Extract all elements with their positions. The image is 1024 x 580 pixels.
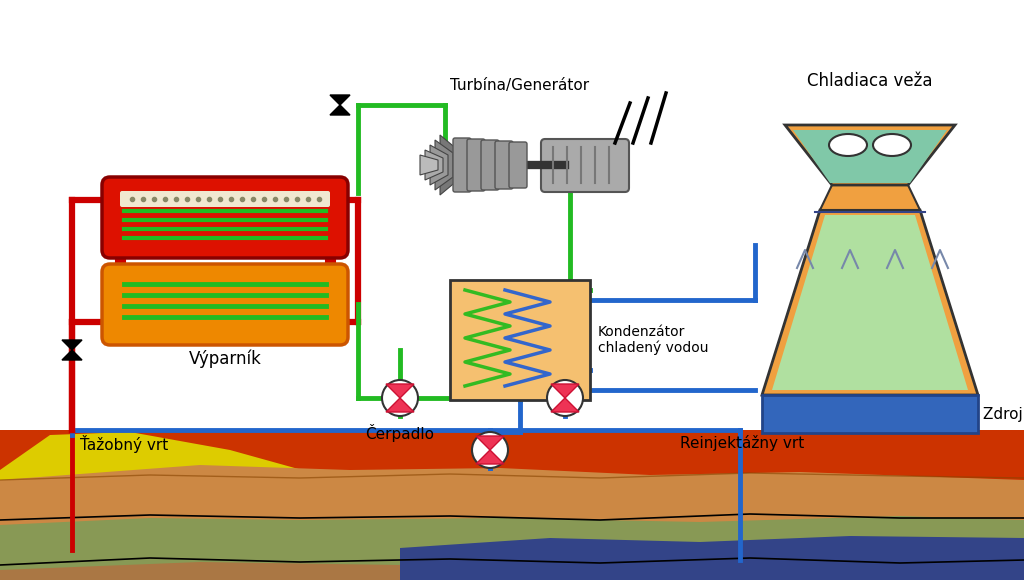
Polygon shape [0, 430, 1024, 580]
FancyBboxPatch shape [102, 177, 348, 258]
Polygon shape [772, 215, 968, 390]
Text: Výparník: Výparník [188, 349, 261, 368]
Polygon shape [400, 536, 1024, 580]
FancyBboxPatch shape [450, 280, 590, 400]
FancyBboxPatch shape [102, 264, 348, 345]
Polygon shape [435, 140, 453, 190]
Polygon shape [476, 436, 504, 450]
Ellipse shape [829, 134, 867, 156]
Text: Ťažobný vrt: Ťažobný vrt [80, 435, 168, 453]
Text: Chladiaca veža: Chladiaca veža [807, 72, 933, 90]
Polygon shape [785, 125, 955, 185]
Text: Reinjektážny vrt: Reinjektážny vrt [680, 435, 804, 451]
FancyBboxPatch shape [541, 139, 629, 192]
Polygon shape [793, 130, 947, 183]
FancyBboxPatch shape [495, 141, 513, 189]
FancyBboxPatch shape [467, 139, 485, 191]
Polygon shape [386, 398, 414, 412]
FancyBboxPatch shape [481, 140, 499, 190]
Polygon shape [330, 95, 350, 115]
Polygon shape [440, 135, 458, 195]
FancyBboxPatch shape [509, 142, 527, 188]
Polygon shape [476, 450, 504, 464]
Ellipse shape [873, 134, 911, 156]
Text: Turbína/Generátor: Turbína/Generátor [451, 78, 590, 93]
Polygon shape [386, 384, 414, 398]
Polygon shape [0, 516, 1024, 580]
FancyBboxPatch shape [453, 138, 471, 192]
Polygon shape [430, 145, 449, 185]
Circle shape [472, 432, 508, 468]
Text: Čerpadlo: Čerpadlo [366, 424, 434, 442]
Polygon shape [762, 210, 978, 395]
Polygon shape [0, 432, 380, 550]
Circle shape [382, 380, 418, 416]
FancyBboxPatch shape [120, 191, 330, 207]
Text: Kondenzátor
chladený vodou: Kondenzátor chladený vodou [598, 325, 709, 356]
Polygon shape [62, 340, 82, 360]
Circle shape [547, 380, 583, 416]
Polygon shape [820, 185, 920, 210]
Polygon shape [0, 560, 1024, 580]
Polygon shape [0, 465, 1024, 570]
Polygon shape [425, 150, 443, 180]
Polygon shape [551, 384, 579, 398]
FancyBboxPatch shape [762, 395, 978, 433]
Polygon shape [420, 155, 438, 175]
Text: Zdroj vody: Zdroj vody [983, 407, 1024, 422]
Polygon shape [551, 398, 579, 412]
